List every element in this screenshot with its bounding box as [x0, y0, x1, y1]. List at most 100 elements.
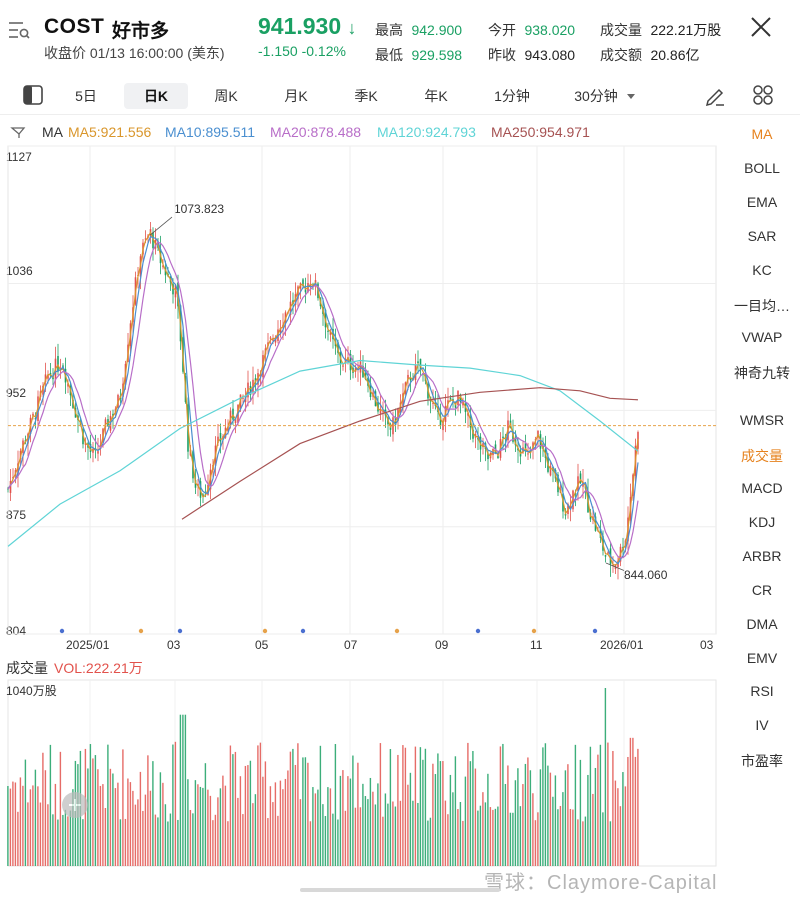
volume-bar: [404, 747, 407, 866]
indicator-10[interactable]: MACD: [741, 480, 783, 496]
volume-bar: [329, 788, 332, 866]
tab-weekly[interactable]: 周K: [214, 88, 238, 104]
candle-body: [337, 342, 339, 353]
volume-bar: [519, 806, 522, 866]
volume-bar: [219, 788, 222, 866]
volume-bar: [194, 780, 197, 866]
stat-high: 最高 942.900: [375, 20, 462, 40]
volume-bar: [537, 812, 539, 866]
indicator-1[interactable]: BOLL: [744, 160, 780, 176]
volume-bar: [369, 777, 372, 866]
price-axis-label: 1036: [6, 264, 33, 278]
volume-bar: [629, 737, 632, 866]
indicator-7[interactable]: 神奇九转: [734, 365, 790, 381]
chevron-down-icon[interactable]: [626, 93, 636, 101]
period-tabs: 5日 日K 周K 月K 季K 年K 1分钟 30分钟: [0, 78, 800, 115]
indicator-12[interactable]: ARBR: [742, 548, 782, 564]
indicator-9[interactable]: 成交量: [741, 448, 783, 464]
volume-bar: [162, 782, 164, 866]
zoom-in-button[interactable]: [62, 792, 88, 818]
volume-bar: [277, 815, 279, 866]
price-axis-label: 1127: [6, 150, 32, 164]
volume-bar: [322, 804, 324, 866]
indicator-13[interactable]: CR: [751, 582, 773, 598]
tab-5day[interactable]: 5日: [75, 88, 97, 104]
candle-body: [462, 401, 464, 406]
volume-bar: [494, 808, 497, 866]
indicator-3[interactable]: SAR: [747, 228, 777, 244]
volume-bar: [607, 742, 609, 866]
indicator-16[interactable]: RSI: [750, 683, 774, 699]
volume-bar: [119, 819, 122, 866]
candle-body: [439, 416, 442, 426]
candle-body: [579, 473, 582, 484]
volume-bar: [397, 754, 399, 866]
tab-monthly[interactable]: 月K: [284, 88, 308, 104]
stat-label: 今开: [488, 22, 516, 38]
settings-icon[interactable]: [10, 126, 28, 140]
volume-bar: [267, 818, 269, 866]
volume-bar: [564, 770, 567, 866]
candle-body: [297, 286, 299, 299]
indicator-15[interactable]: EMV: [746, 650, 778, 666]
tab-yearly[interactable]: 年K: [424, 88, 448, 104]
volume-bar: [379, 743, 382, 866]
volume-bar: [612, 750, 614, 866]
volume-bar: [72, 789, 74, 866]
volume-bar: [357, 762, 359, 866]
event-dot: [138, 628, 144, 634]
ma5-line: [7, 230, 639, 566]
plus-icon: [69, 799, 81, 811]
indicator-18[interactable]: 市盈率: [741, 753, 783, 769]
volume-bar: [594, 767, 597, 866]
indicator-14[interactable]: DMA: [746, 616, 778, 632]
volume-bar: [459, 802, 462, 866]
volume-bar: [524, 763, 527, 866]
volume-bar: [39, 802, 42, 866]
volume-bar: [539, 769, 542, 866]
tab-quarterly[interactable]: 季K: [354, 88, 378, 104]
indicator-6[interactable]: VWAP: [741, 329, 783, 345]
scrollbar[interactable]: [300, 888, 500, 892]
indicator-5[interactable]: 一目均…: [734, 298, 790, 314]
volume-bar: [542, 747, 544, 866]
watermark: 雪球：Claymore-Capital: [484, 872, 718, 894]
grid-layout-icon[interactable]: [752, 84, 774, 106]
indicator-17[interactable]: IV: [755, 717, 769, 733]
volume-bar: [332, 813, 334, 866]
menu-icon[interactable]: [8, 20, 30, 40]
indicator-11[interactable]: KDJ: [748, 514, 776, 530]
volume-bar: [527, 757, 529, 866]
volume-bar: [434, 774, 437, 866]
volume-bar: [237, 797, 239, 866]
candle-body: [234, 418, 237, 423]
volume-bar: [419, 747, 422, 866]
candle-body: [144, 238, 147, 240]
volume-bar: [429, 817, 432, 866]
volume-bar: [227, 821, 229, 866]
volume-bar: [57, 819, 59, 866]
tab-daily[interactable]: 日K: [124, 83, 188, 109]
volume-bar: [189, 809, 192, 866]
candle-body: [112, 413, 114, 417]
volume-bar: [54, 783, 57, 866]
price-value: 941.930: [258, 13, 342, 39]
sidebar-toggle-icon[interactable]: [22, 84, 44, 106]
indicator-2[interactable]: EMA: [746, 194, 778, 210]
volume-bar: [64, 809, 67, 866]
close-icon[interactable]: [748, 14, 774, 40]
volume-bar: [577, 819, 579, 866]
volume-bar: [549, 772, 552, 866]
volume-bar: [42, 752, 44, 866]
volume-value: VOL:222.21万: [54, 660, 143, 676]
tab-1min[interactable]: 1分钟: [494, 88, 530, 104]
indicator-8[interactable]: WMSR: [739, 412, 785, 428]
tab-30min[interactable]: 30分钟: [574, 88, 618, 104]
indicator-4[interactable]: KC: [752, 262, 772, 278]
indicator-0[interactable]: MA: [751, 126, 773, 142]
draw-pencil-icon[interactable]: [704, 84, 726, 106]
volume-bar: [252, 803, 254, 866]
stat-turnover: 成交额 20.86亿: [600, 45, 700, 65]
volume-bar: [342, 770, 344, 866]
